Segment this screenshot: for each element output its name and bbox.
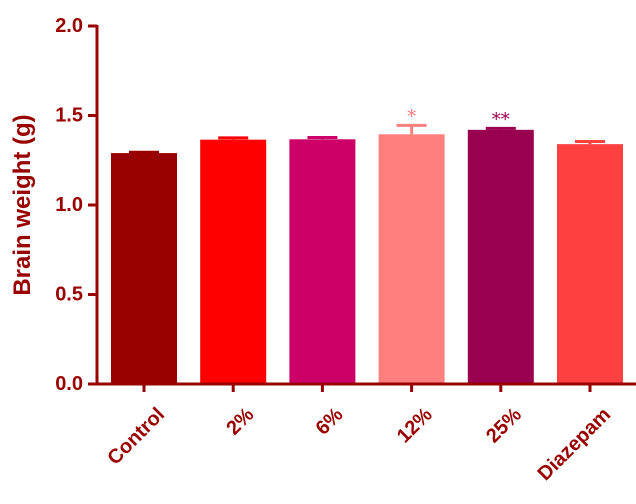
- significance-layer: * **: [407, 106, 510, 130]
- bar-1: [111, 153, 177, 384]
- x-category-label-6: Diazepam: [534, 404, 616, 486]
- bar-4: [378, 134, 445, 384]
- y-tick-label-4: 1.5: [55, 105, 83, 127]
- y-tick-label-2: 0.5: [55, 284, 83, 306]
- x-category-label-3: 6%: [312, 403, 348, 439]
- y-axis-title: Brain weight (g): [9, 114, 36, 295]
- x-category-label-5: 25%: [482, 403, 526, 447]
- x-category-label-4: 12%: [393, 403, 437, 447]
- y-ticks-layer: 0.0 0.5 1.0 1.5 2.0: [55, 15, 97, 395]
- y-tick-label-3: 1.0: [55, 194, 83, 216]
- x-category-label-1: Control: [103, 404, 169, 470]
- x-ticks-layer: Control 2% 6% 12% 25% Diazepam: [103, 384, 615, 485]
- significance-label-4: *: [407, 106, 416, 127]
- y-tick-label-1: 0.0: [55, 373, 83, 395]
- bars-layer: [111, 129, 623, 384]
- x-category-label-2: 2%: [222, 403, 258, 439]
- bar-3: [289, 139, 356, 384]
- bar-5: [467, 129, 534, 384]
- error-bars-layer: [129, 123, 605, 154]
- y-tick-label-5: 2.0: [55, 15, 83, 37]
- bar-6: [557, 144, 623, 384]
- bar-2: [200, 139, 267, 384]
- significance-label-5: **: [492, 109, 510, 130]
